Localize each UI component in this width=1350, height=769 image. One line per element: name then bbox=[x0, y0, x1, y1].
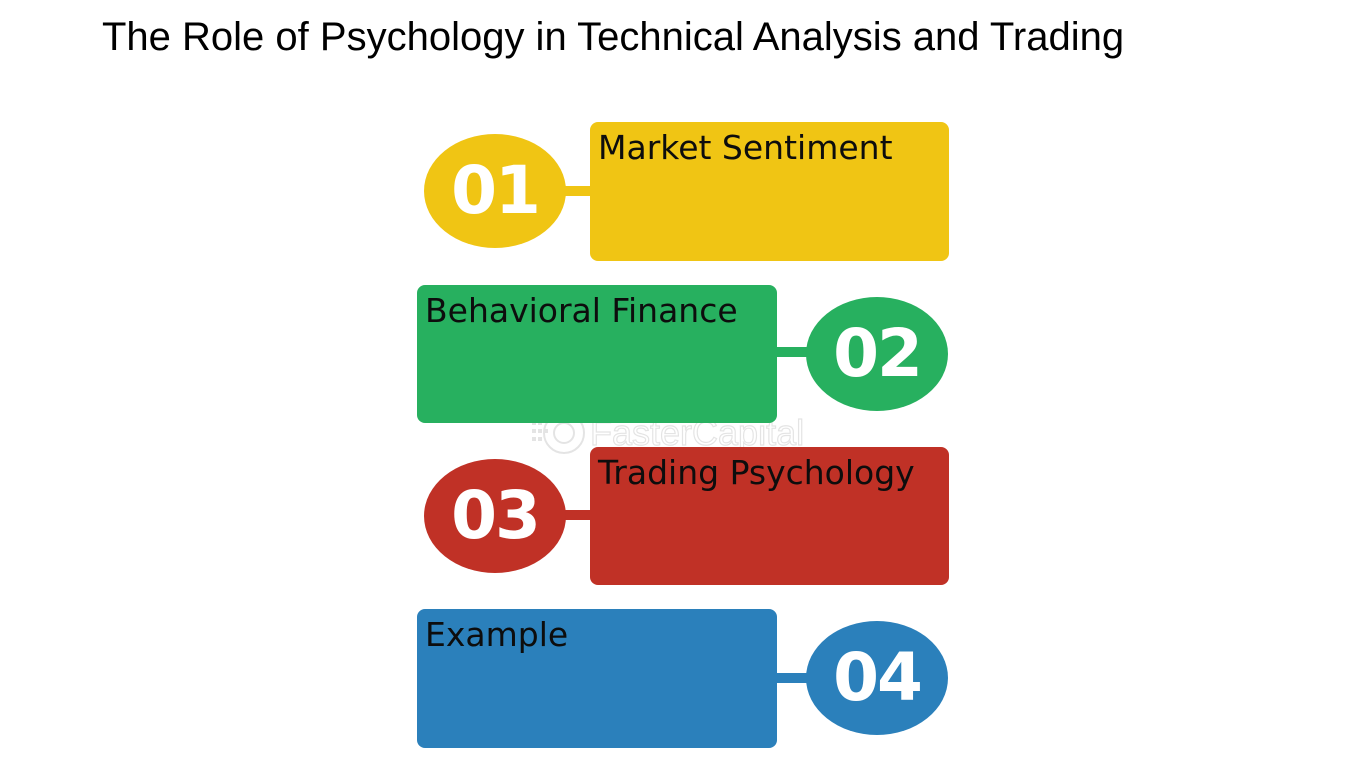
step-01-box: Market Sentiment bbox=[590, 122, 949, 261]
step-03-label: Trading Psychology bbox=[598, 453, 915, 492]
step-02-badge: 02 bbox=[806, 297, 948, 411]
step-04-box: Example bbox=[417, 609, 777, 748]
page-title: The Role of Psychology in Technical Anal… bbox=[102, 15, 1125, 59]
step-01-label: Market Sentiment bbox=[598, 128, 893, 167]
step-03-number: 03 bbox=[451, 477, 541, 554]
step-02-box: Behavioral Finance bbox=[417, 285, 777, 423]
step-01-number: 01 bbox=[451, 152, 541, 229]
step-03-badge: 03 bbox=[424, 459, 566, 573]
step-02-number: 02 bbox=[833, 315, 923, 392]
step-04-connector bbox=[770, 673, 820, 683]
step-01-badge: 01 bbox=[424, 134, 566, 248]
step-04-label: Example bbox=[425, 615, 569, 654]
step-03-box: Trading Psychology bbox=[590, 447, 949, 585]
step-01-connector bbox=[560, 186, 600, 196]
step-04-number: 04 bbox=[833, 639, 923, 716]
step-03-connector bbox=[560, 510, 600, 520]
step-02-label: Behavioral Finance bbox=[425, 291, 738, 330]
step-02-connector bbox=[770, 347, 820, 357]
step-04-badge: 04 bbox=[806, 621, 948, 735]
